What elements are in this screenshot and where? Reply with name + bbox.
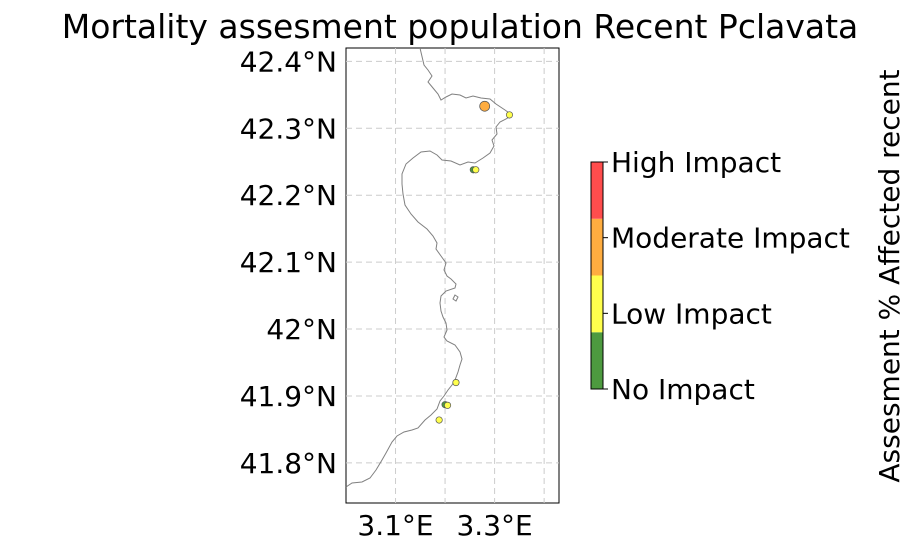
- colorbar-segment: [591, 332, 603, 389]
- lat-tick-label: 42.1°N: [240, 246, 337, 279]
- coastline: [345, 47, 513, 488]
- colorbar: No Impact Low Impact Moderate Impact High I…: [590, 69, 906, 483]
- map-panel: 42.4°N 42.3°N 42.2°N 42.1°N 42°N 41.9°N 41.8°N…: [240, 45, 560, 542]
- lat-tick-label: 41.8°N: [240, 447, 337, 480]
- colorbar-outline: [590, 161, 604, 390]
- site-marker: [443, 401, 452, 409]
- site-markers: [435, 100, 514, 424]
- lat-tick-label: 42°N: [266, 313, 337, 346]
- colorbar-tick-label: Moderate Impact: [611, 222, 850, 255]
- colorbar-tick-labels: No Impact Low Impact Moderate Impact High I…: [603, 146, 850, 406]
- lat-tick-label: 42.3°N: [240, 112, 337, 145]
- site-marker: [472, 166, 480, 174]
- site-marker: [452, 379, 460, 387]
- site-marker: [479, 100, 491, 112]
- coastline-islet: [452, 294, 459, 302]
- lat-tick-label: 41.9°N: [240, 380, 337, 413]
- lon-tick-label: 3.3°E: [456, 509, 532, 542]
- colorbar-tick-label: No Impact: [611, 373, 755, 406]
- colorbar-segment: [591, 218, 603, 276]
- colorbar-tick-label: High Impact: [611, 146, 781, 179]
- site-marker: [435, 416, 443, 424]
- latitude-tick-labels: 42.4°N 42.3°N 42.2°N 42.1°N 42°N 41.9°N 41.8°N: [240, 45, 337, 479]
- colorbar-axis-label: Assesment % Affected recent: [873, 69, 906, 482]
- colorbar-segments: [591, 162, 603, 389]
- lon-tick-label: 3.1°E: [357, 509, 433, 542]
- longitude-tick-labels: 3.1°E 3.3°E: [357, 509, 532, 542]
- colorbar-tick-label: Low Impact: [611, 297, 772, 330]
- map-title: Mortality assesment population Recent Pc…: [62, 7, 859, 46]
- colorbar-segment: [591, 162, 603, 219]
- map-frame: [345, 47, 560, 504]
- colorbar-segment: [591, 275, 603, 333]
- lat-tick-label: 42.2°N: [240, 179, 337, 212]
- lat-tick-label: 42.4°N: [240, 45, 337, 78]
- site-marker: [505, 111, 514, 119]
- map-gridlines: [346, 48, 559, 503]
